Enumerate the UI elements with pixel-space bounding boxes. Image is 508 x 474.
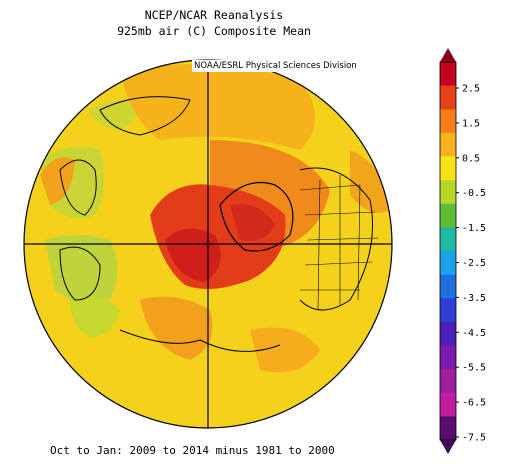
colorbar-segment bbox=[440, 298, 456, 323]
colorbar-tick-label: 1.5 bbox=[462, 118, 480, 129]
credit-label: NOAA/ESRL Physical Sciences Division bbox=[192, 60, 359, 72]
colorbar-tick-label: -1.5 bbox=[462, 223, 486, 234]
colorbar-segment bbox=[440, 180, 456, 205]
colorbar-tick-label: 0.5 bbox=[462, 153, 480, 164]
colorbar-segment bbox=[440, 62, 456, 87]
colorbar-tick-label: -4.5 bbox=[462, 328, 486, 339]
colorbar-segment bbox=[440, 132, 456, 157]
colorbar-top-arrow bbox=[440, 48, 456, 62]
colorbar-segment bbox=[440, 227, 456, 252]
colorbar-segment bbox=[440, 321, 456, 346]
colorbar-segment bbox=[440, 345, 456, 370]
colorbar-tick-label: -0.5 bbox=[462, 188, 486, 199]
colorbar-segment bbox=[440, 369, 456, 394]
colorbar-segment bbox=[440, 274, 456, 299]
colorbar-bottom-arrow bbox=[440, 440, 456, 454]
colorbar-segment bbox=[440, 109, 456, 134]
colorbar-tick-label: -6.5 bbox=[462, 398, 486, 409]
colorbar-tick-label: 2.5 bbox=[462, 84, 480, 95]
colorbar-tick-label: -2.5 bbox=[462, 258, 486, 269]
colorbar-segment bbox=[440, 416, 456, 441]
map-subtitle: 925mb air (C) Composite Mean bbox=[117, 24, 311, 38]
map-footer: Oct to Jan: 2009 to 2014 minus 1981 to 2… bbox=[50, 444, 335, 457]
colorbar-segment bbox=[440, 85, 456, 110]
colorbar-tick-label: -3.5 bbox=[462, 293, 486, 304]
colorbar-segment bbox=[440, 251, 456, 276]
colorbar-frame bbox=[439, 61, 457, 441]
colorbar-segment bbox=[440, 203, 456, 228]
colorbar-tick-label: -5.5 bbox=[462, 363, 486, 374]
map-title: NCEP/NCAR Reanalysis bbox=[144, 8, 284, 22]
colorbar-segment bbox=[440, 156, 456, 181]
colorbar-tick-label: -7.5 bbox=[462, 433, 486, 444]
colorbar-segment bbox=[440, 392, 456, 417]
